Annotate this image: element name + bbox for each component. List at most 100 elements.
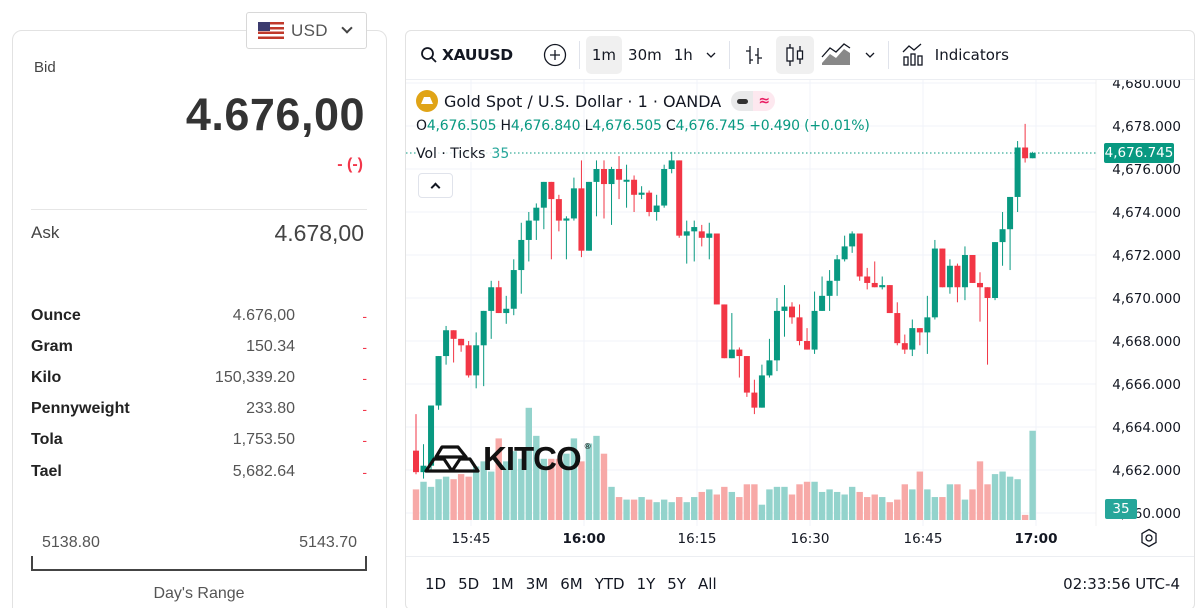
kitco-logo-text: KITCO: [483, 440, 582, 477]
chevron-down-icon: [341, 22, 353, 34]
area-chart-icon: [821, 43, 851, 65]
range-5y-button[interactable]: 5Y: [667, 575, 687, 593]
unit-row-ounce: Ounce 4.676,00 -: [31, 300, 367, 331]
unit-row-kilo: Kilo 150,339.20 -: [31, 362, 367, 393]
unit-row-tola: Tola 1,753.50 -: [31, 425, 367, 456]
volume-label: Vol · Ticks: [416, 146, 486, 162]
chart-toolbar: XAUUSD 1m 30m 1h Indicators: [406, 31, 1194, 80]
range-5d-button[interactable]: 5D: [458, 575, 480, 593]
day-range-bar: [31, 556, 367, 571]
symbol-search-button[interactable]: XAUUSD: [414, 36, 519, 74]
volume-tag: 35: [1105, 499, 1137, 519]
unit-value: 5,682.64: [232, 462, 295, 480]
area-style-button[interactable]: [814, 36, 858, 74]
bid-label: Bid: [34, 59, 56, 76]
time-axis-label: 16:45: [904, 531, 943, 547]
unit-name: Gram: [31, 337, 73, 355]
gold-bars-logo-icon: [424, 445, 480, 473]
unit-price-table: Ounce 4.676,00 - Gram 150.34 - Kilo 150,…: [31, 300, 367, 487]
toolbar-separator: [578, 41, 580, 69]
range-3m-button[interactable]: 3M: [525, 575, 549, 593]
chevron-up-icon: [430, 182, 441, 193]
bid-change: - (-): [337, 156, 363, 173]
candles-style-button[interactable]: [775, 36, 814, 74]
axis-settings-button[interactable]: [1139, 528, 1159, 552]
ohlc-bars-icon: [745, 46, 762, 64]
price-axis-label: 4,670.000: [1112, 291, 1181, 307]
timezone-clock[interactable]: 02:33:56 UTC-4: [1063, 575, 1180, 593]
time-axis-label: 16:15: [678, 531, 717, 547]
minimize-legend-icon[interactable]: [731, 91, 754, 111]
currency-label: USD: [291, 20, 328, 40]
interval-dropdown-button[interactable]: [699, 36, 723, 74]
change-value: +0.490 (+0.01%): [749, 118, 870, 134]
compare-symbol-button[interactable]: [537, 36, 573, 74]
day-range-high: 5143.70: [299, 534, 357, 551]
unit-change: -: [362, 463, 367, 480]
range-6m-button[interactable]: 6M: [560, 575, 583, 593]
price-axis-label: 4,666.000: [1112, 377, 1181, 393]
symbol-label: XAUUSD: [442, 46, 513, 64]
open-value: 4,676.505: [426, 118, 497, 134]
interval-1h-button[interactable]: 1h: [673, 46, 693, 64]
legend-toggles[interactable]: ≈: [731, 91, 776, 111]
price-axis-label: 4,678.000: [1112, 119, 1181, 135]
range-ytd-button[interactable]: YTD: [594, 575, 625, 593]
gold-symbol-icon: [416, 90, 438, 112]
price-axis-label: 4,664.000: [1112, 420, 1181, 436]
high-value: 4,676.840: [510, 118, 581, 134]
registered-mark: ®: [583, 442, 592, 451]
chart-widget: XAUUSD 1m 30m 1h Indicators 4,680.000: [405, 30, 1195, 608]
chart-style-dropdown[interactable]: [858, 36, 882, 74]
range-1m-button[interactable]: 1M: [491, 575, 514, 593]
high-label: H: [500, 118, 512, 134]
low-value: 4,676.505: [592, 118, 662, 134]
us-flag-icon: [258, 22, 284, 39]
chevron-down-icon: [706, 52, 716, 58]
kitco-logo: KITCO ®: [424, 440, 592, 478]
plus-circle-icon: [543, 43, 567, 67]
unit-change: -: [362, 338, 367, 355]
quote-card: [12, 30, 387, 608]
range-1y-button[interactable]: 1Y: [636, 575, 656, 593]
open-label: O: [416, 118, 427, 134]
time-axis-label: 15:45: [452, 531, 491, 547]
price-axis-label: 4,668.000: [1112, 334, 1181, 350]
close-label: C: [665, 118, 676, 134]
price-chart-canvas[interactable]: 4,680.000 4,678.000 4,676.000 4,674.000 4,67…: [406, 80, 1195, 556]
range-all-button[interactable]: All: [698, 575, 717, 593]
unit-change: -: [362, 432, 367, 449]
ohlc-values: O4,676.505 H4,676.840 L4,676.505 C4,676.…: [416, 118, 870, 134]
volume-value: 35: [491, 146, 510, 162]
day-range-caption: Day's Range: [153, 585, 245, 602]
price-axis-label: 4,674.000: [1112, 205, 1181, 221]
low-label: L: [584, 118, 593, 134]
unit-name: Ounce: [31, 306, 81, 324]
unit-name: Pennyweight: [31, 400, 130, 418]
toolbar-separator: [887, 41, 889, 69]
price-axis-label: 4,680.000: [1112, 80, 1181, 92]
unit-value: 1,753.50: [232, 431, 295, 449]
price-axis-label: 4,676.000: [1112, 162, 1181, 178]
currency-select[interactable]: USD: [246, 12, 367, 49]
unit-change: -: [362, 369, 367, 386]
interval-30m-button[interactable]: 30m: [628, 46, 662, 64]
indicators-button[interactable]: Indicators: [895, 36, 1015, 74]
indicators-label: Indicators: [934, 46, 1009, 64]
wave-icon[interactable]: ≈: [753, 91, 776, 111]
price-axis-label: 4,672.000: [1112, 248, 1181, 264]
unit-row-gram: Gram 150.34 -: [31, 331, 367, 362]
last-price-tag: 4,676.745: [1104, 143, 1174, 163]
series-legend: Gold Spot / U.S. Dollar · 1 · OANDA ≈: [416, 90, 776, 112]
unit-row-tael: Tael 5,682.64 -: [31, 456, 367, 487]
day-range-low: 5138.80: [42, 534, 100, 551]
unit-change: -: [362, 307, 367, 324]
unit-value: 150,339.20: [214, 368, 295, 386]
range-1d-button[interactable]: 1D: [425, 575, 447, 593]
bars-style-button[interactable]: [736, 36, 772, 74]
unit-name: Kilo: [31, 368, 62, 386]
interval-1m-button[interactable]: 1m: [585, 36, 623, 74]
collapse-legend-button[interactable]: [418, 173, 453, 198]
toolbar-separator: [728, 41, 730, 69]
series-title: Gold Spot / U.S. Dollar · 1 · OANDA: [444, 91, 722, 111]
